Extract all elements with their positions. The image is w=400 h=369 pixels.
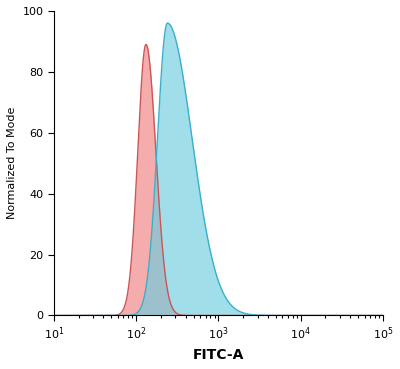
Y-axis label: Normalized To Mode: Normalized To Mode bbox=[7, 107, 17, 220]
X-axis label: FITC-A: FITC-A bbox=[193, 348, 244, 362]
